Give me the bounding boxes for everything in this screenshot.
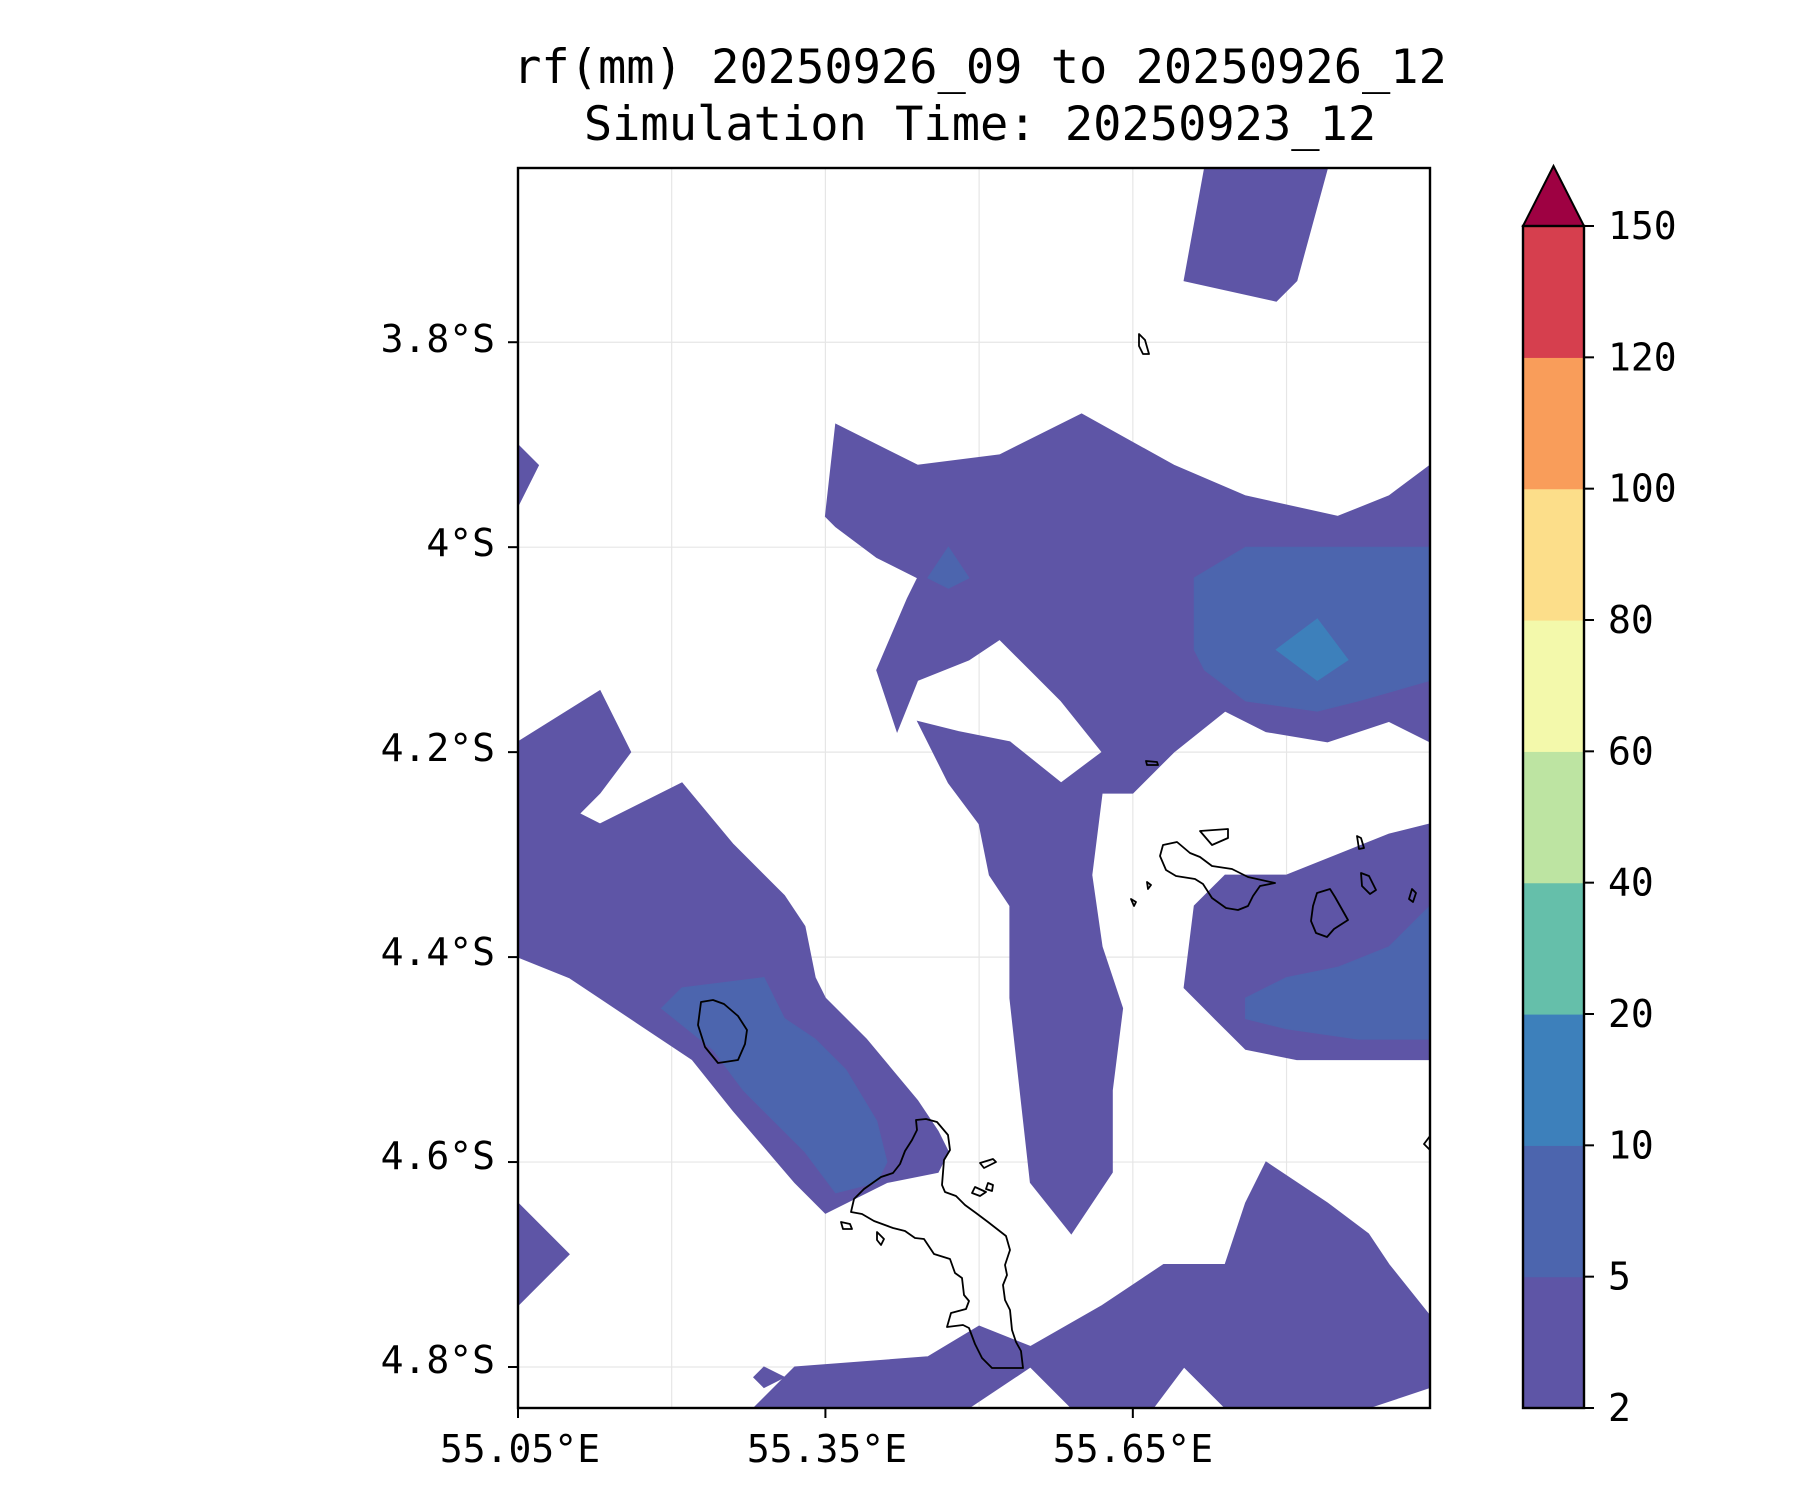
- colorbar-tick-label: 60: [1608, 729, 1654, 773]
- rain-region-5-10: [660, 977, 888, 1194]
- colorbar-tick-label: 80: [1608, 598, 1654, 642]
- coastline-islet: [1199, 828, 1229, 846]
- y-tick-label: 4.6°S: [381, 1134, 495, 1178]
- coastline-islet: [1408, 888, 1417, 903]
- rain-region-2-5: [518, 689, 949, 1214]
- y-tick-label: 4.4°S: [381, 930, 495, 974]
- coastline-islet: [971, 1186, 987, 1197]
- rainfall-contours: [518, 168, 1430, 1408]
- y-tick-label: 4°S: [426, 521, 495, 565]
- coastline-islet: [1138, 333, 1150, 355]
- coastline-la-digue: [1310, 888, 1349, 938]
- plot-frame: [516, 166, 1432, 1410]
- coastline-praslin: [1159, 841, 1276, 911]
- colorbar-segment: [1523, 488, 1584, 621]
- coastline-islet: [985, 1182, 994, 1192]
- coastline-islet: [1145, 760, 1159, 766]
- chart-subtitle: Simulation Time: 20250923_12: [584, 97, 1376, 152]
- y-tick-label: 4.8°S: [381, 1338, 495, 1382]
- coastline: [697, 333, 1430, 1369]
- colorbar-segment: [1523, 1014, 1584, 1146]
- x-tick-label: 55.05°E: [440, 1427, 600, 1471]
- colorbar-tick-label: 40: [1608, 861, 1654, 905]
- rain-region-2-5: [752, 1366, 786, 1389]
- colorbar: 2 5 10 20 40 60 80 100 120 150: [1521, 163, 1677, 1430]
- colorbar-extend-arrow: [1521, 163, 1586, 227]
- colorbar-segment: [1523, 1145, 1584, 1278]
- coastline-mahe: [850, 1118, 1024, 1369]
- colorbar-tick-label: 5: [1608, 1255, 1631, 1299]
- colorbar-segment: [1523, 357, 1584, 490]
- colorbar-segment: [1523, 226, 1584, 358]
- coastline-islet: [876, 1231, 885, 1246]
- colorbar-segment: [1523, 751, 1584, 884]
- x-tick-label: 55.35°E: [747, 1427, 907, 1471]
- colorbar-segment: [1523, 1276, 1584, 1409]
- colorbar-tick-label: 150: [1608, 204, 1677, 248]
- x-axis-ticks: 55.05°E 55.35°E 55.65°E: [440, 1408, 1213, 1471]
- rain-region-2-5: [518, 443, 540, 507]
- coastline-islet: [840, 1221, 853, 1230]
- coastline-islet: [1146, 881, 1152, 890]
- rain-region-10-20: [1275, 618, 1349, 682]
- coastline-islet: [1130, 898, 1137, 907]
- rain-region-2-5: [752, 1161, 1430, 1408]
- y-axis-ticks: 3.8°S 4°S 4.2°S 4.4°S 4.6°S 4.8°S: [381, 317, 518, 1382]
- coastline-islet: [1356, 835, 1365, 850]
- coastline-islet: [1423, 1135, 1430, 1151]
- chart-title: rf(mm) 20250926_09 to 20250926_12: [513, 40, 1447, 95]
- rain-region-5-10: [1245, 905, 1430, 1040]
- colorbar-tick-label: 20: [1608, 992, 1654, 1036]
- coastline-islet: [979, 1158, 997, 1169]
- colorbar-segment: [1523, 882, 1584, 1015]
- colorbar-segment: [1523, 620, 1584, 752]
- colorbar-tick-label: 120: [1608, 335, 1677, 379]
- colorbar-frame: [1521, 224, 1586, 1410]
- rain-region-5-10: [927, 546, 970, 589]
- x-tick-label: 55.65°E: [1053, 1427, 1213, 1471]
- rain-region-2-5: [518, 1202, 570, 1307]
- rain-region-2-5: [1183, 168, 1329, 302]
- colorbar-tick-label: 100: [1608, 467, 1677, 511]
- colorbar-tick-label: 10: [1608, 1123, 1654, 1167]
- colorbar-tick-label: 2: [1608, 1386, 1631, 1430]
- y-tick-label: 4.2°S: [381, 726, 495, 770]
- coastline-silhouette: [697, 999, 748, 1064]
- coastline-islet: [1360, 872, 1377, 895]
- y-tick-label: 3.8°S: [381, 317, 495, 361]
